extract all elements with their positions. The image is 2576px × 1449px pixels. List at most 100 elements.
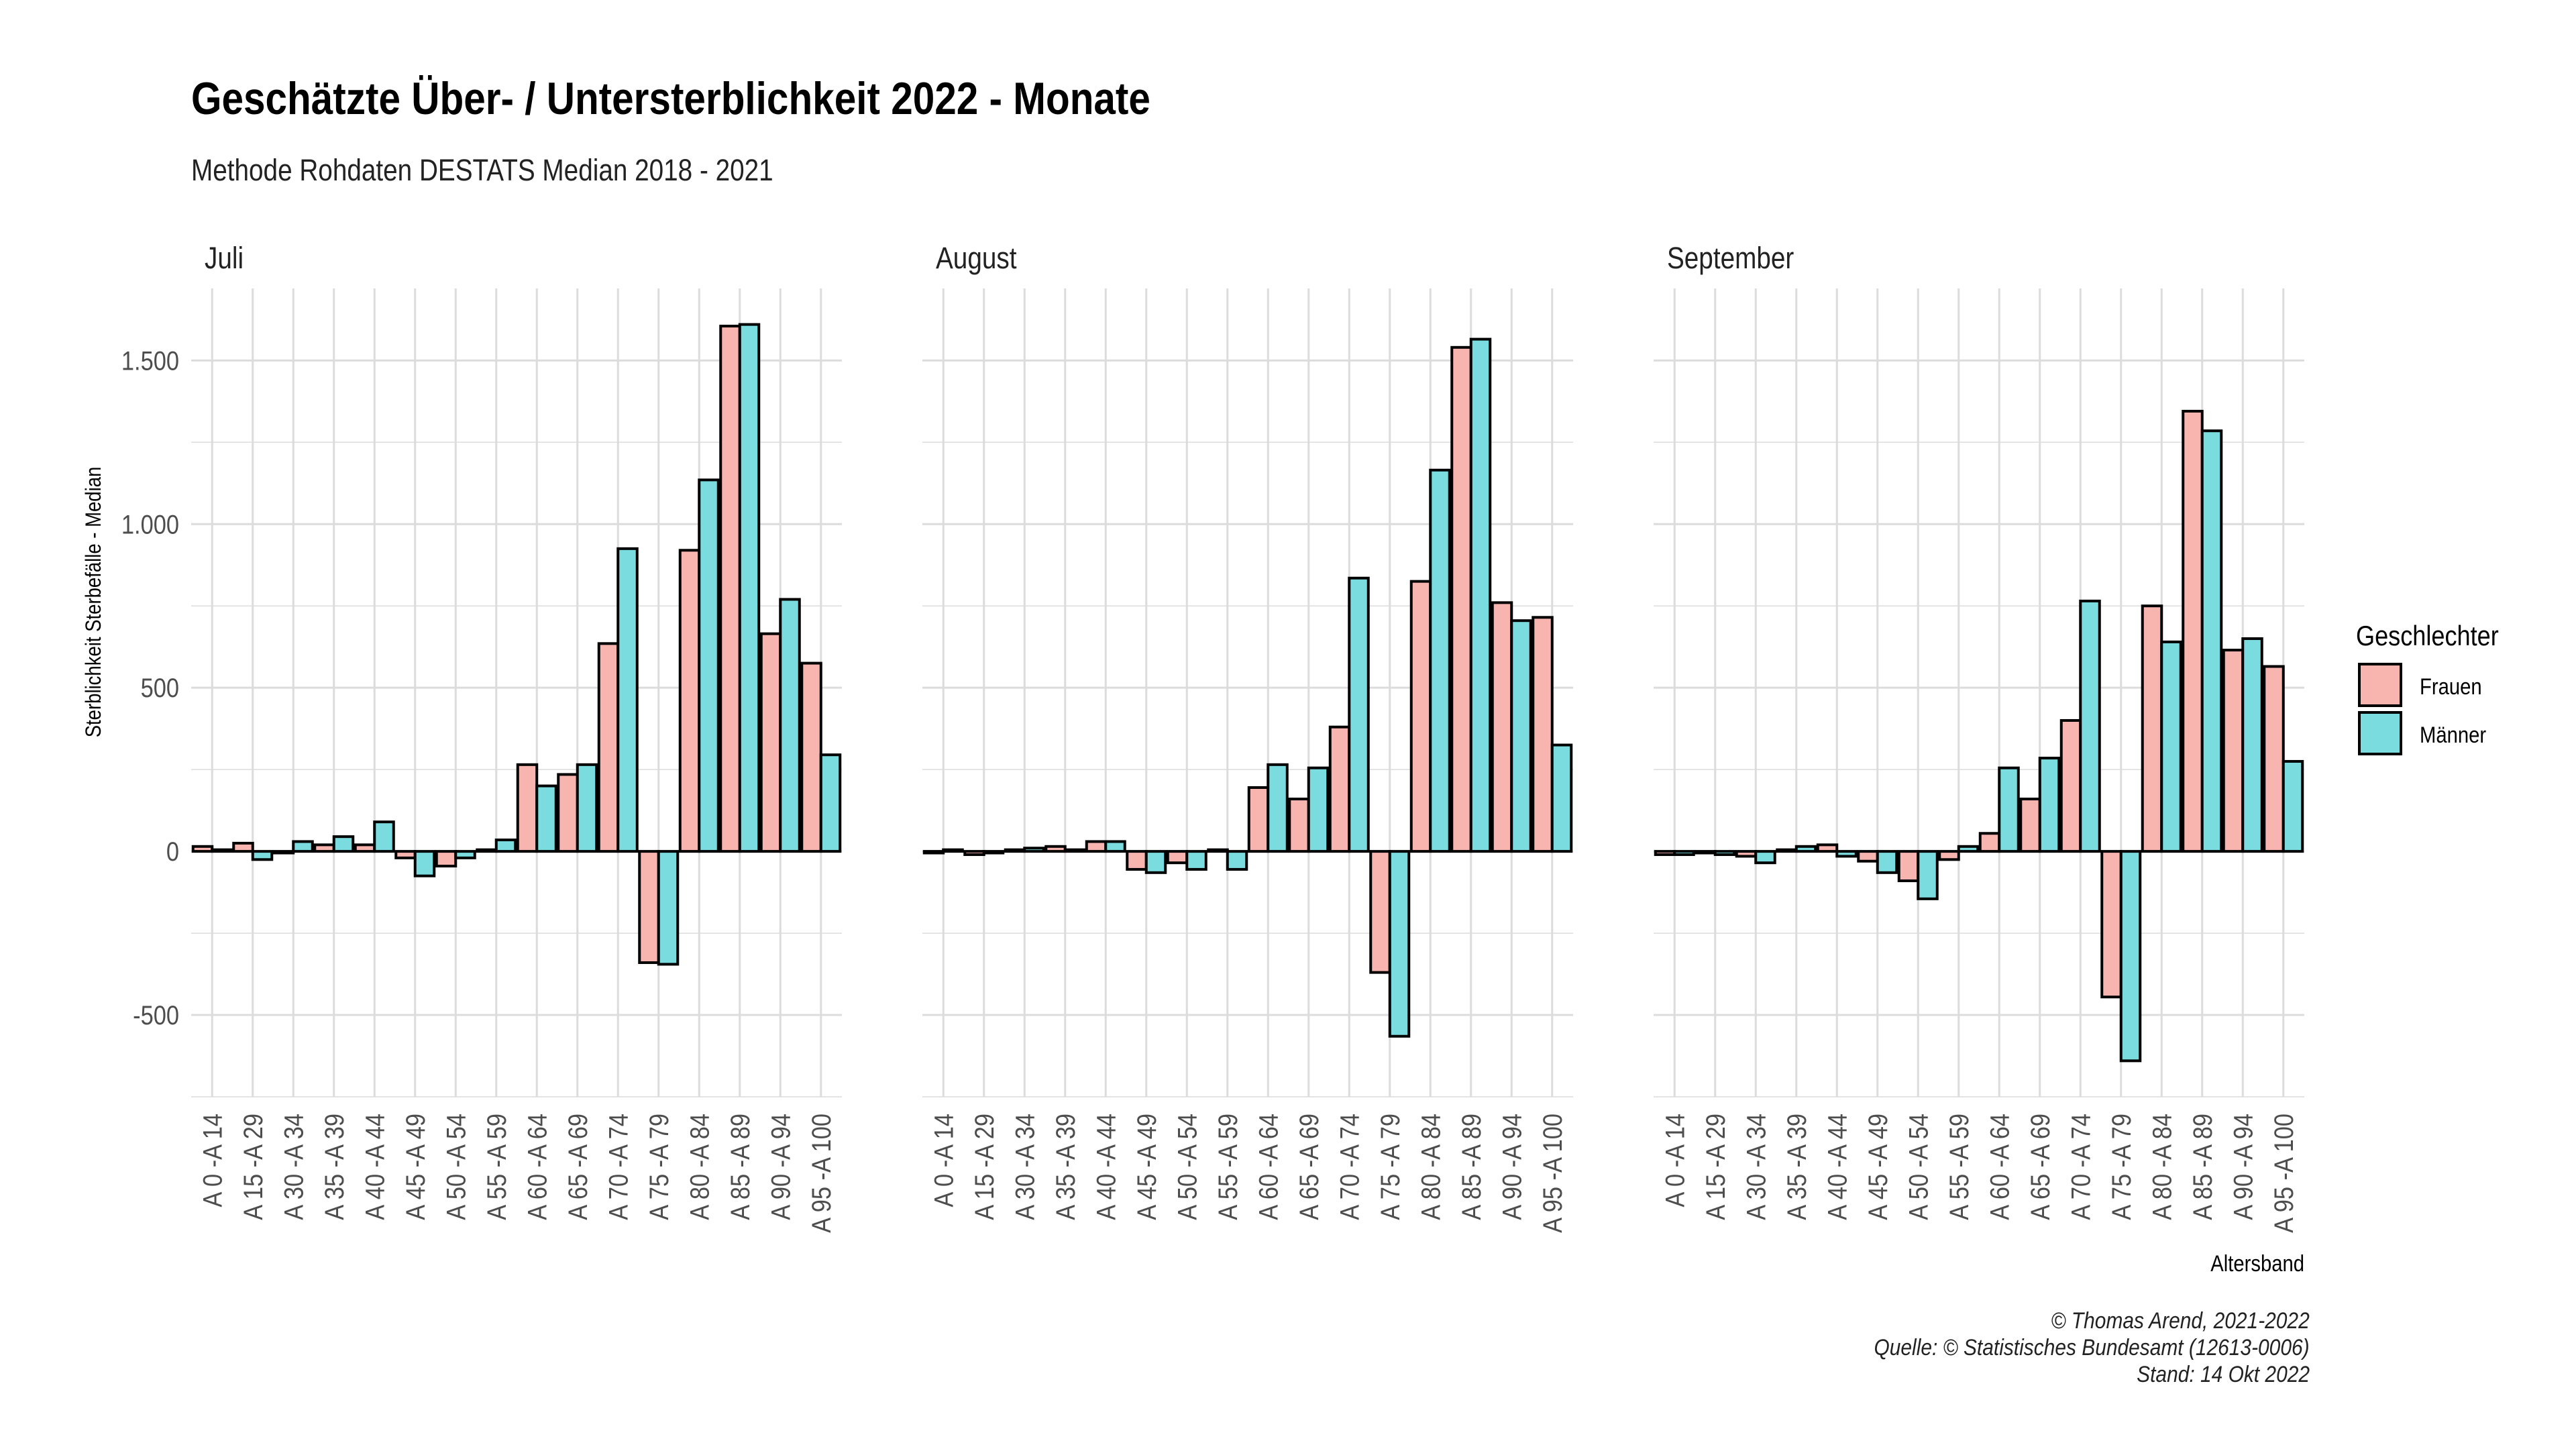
bar-maenner	[657, 850, 680, 966]
bar-maenner	[982, 850, 1005, 855]
bar-maenner	[211, 848, 233, 853]
x-tick-label: A 80 -A 84	[1415, 1114, 1446, 1220]
bar-frauen	[2182, 409, 2204, 853]
x-tick-label: A 75 -A 79	[643, 1114, 674, 1220]
bar-frauen	[1166, 850, 1189, 865]
bar-frauen	[678, 549, 701, 853]
x-tick-label: A 30 -A 34	[278, 1114, 309, 1220]
bar-frauen	[1776, 848, 1798, 853]
y-tick-label: 1.000	[121, 509, 179, 539]
bar-maenner	[2119, 850, 2142, 1063]
bar-frauen	[232, 841, 254, 853]
bar-maenner	[2241, 637, 2263, 853]
bar-frauen	[272, 850, 295, 855]
bar-maenner	[332, 835, 355, 853]
bar-frauen	[638, 850, 660, 964]
y-axis-title: Sterblichkeit Sterbefälle - Median	[82, 467, 105, 738]
bar-frauen	[1369, 850, 1391, 974]
x-tick-label: A 90 -A 94	[2228, 1114, 2258, 1220]
x-tick-label: A 80 -A 84	[2147, 1114, 2177, 1220]
y-tick-label: 1.500	[121, 345, 179, 376]
caption-author: © Thomas Arend, 2021-2022	[2051, 1308, 2310, 1334]
x-tick-label: A 45 -A 49	[400, 1114, 430, 1220]
bar-frauen	[759, 632, 782, 853]
x-tick-label: A 35 -A 39	[1050, 1114, 1080, 1220]
bar-frauen	[922, 850, 945, 855]
panel-juli: Juli -500 0 500 1.000 1.500 A 0 -A 14 A 15 -A 2…	[121, 241, 842, 1233]
bar-maenner	[819, 753, 842, 853]
x-tick-label: A 80 -A 84	[684, 1114, 714, 1220]
bar-frauen	[1695, 850, 1717, 855]
x-tick-label: A 40 -A 44	[1822, 1114, 1852, 1220]
bar-maenner	[698, 478, 720, 853]
bar-frauen	[1978, 832, 2001, 853]
y-tick-label: 0	[166, 837, 179, 867]
x-tick-label: A 0 -A 14	[1660, 1114, 1690, 1208]
x-tick-label: A 0 -A 14	[197, 1114, 227, 1208]
x-tick-label: A 15 -A 29	[969, 1114, 999, 1220]
x-axis-title: Altersband	[2210, 1250, 2304, 1277]
panel-label: September	[1667, 241, 1794, 274]
bar-frauen	[2059, 718, 2082, 853]
x-tick-label: A 45 -A 49	[1131, 1114, 1161, 1220]
x-tick-label: A 60 -A 64	[1984, 1114, 2015, 1220]
bar-maenner	[535, 784, 557, 853]
bar-frauen	[597, 642, 620, 853]
bar-maenner	[2079, 599, 2101, 853]
bar-maenner	[251, 850, 274, 861]
x-tick-label: A 60 -A 64	[1253, 1114, 1283, 1220]
bar-maenner	[1550, 743, 1573, 853]
x-tick-label: A 95 -A 100	[2268, 1114, 2298, 1233]
bar-maenner	[1754, 850, 1776, 865]
bar-frauen	[191, 845, 214, 853]
x-tick-label: A 70 -A 74	[603, 1114, 633, 1220]
bar-maenner	[2282, 759, 2304, 853]
x-tick-label: A 40 -A 44	[360, 1114, 390, 1220]
bar-frauen	[1288, 798, 1310, 853]
bar-frauen	[1857, 850, 1879, 863]
bar-maenner	[1876, 850, 1898, 874]
bar-maenner	[738, 323, 761, 853]
legend-swatch-maenner	[2358, 711, 2402, 755]
bar-frauen	[1044, 845, 1067, 853]
bar-frauen	[394, 850, 417, 859]
bar-frauen	[313, 843, 335, 853]
x-tick-label: A 55 -A 59	[1943, 1114, 1974, 1220]
bar-frauen	[1735, 850, 1758, 858]
bar-maenner	[1835, 850, 1858, 858]
bar-maenner	[1063, 848, 1086, 853]
bar-frauen	[1654, 850, 1676, 856]
bar-frauen	[516, 763, 539, 853]
bar-maenner	[1307, 766, 1330, 853]
bar-maenner	[1510, 619, 1532, 853]
x-tick-label: A 15 -A 29	[1700, 1114, 1730, 1220]
x-tick-label: A 90 -A 94	[765, 1114, 796, 1220]
x-tick-label: A 85 -A 89	[1456, 1114, 1486, 1220]
bar-frauen	[2263, 665, 2285, 853]
bar-maenner	[1185, 850, 1208, 871]
bar-maenner	[1469, 337, 1492, 853]
bar-frauen	[2141, 604, 2163, 853]
bar-frauen	[1938, 850, 1960, 861]
x-tick-label: A 70 -A 74	[2065, 1114, 2096, 1220]
bar-maenner	[1794, 845, 1817, 853]
bar-frauen	[1532, 616, 1554, 853]
x-tick-label: A 95 -A 100	[806, 1114, 836, 1233]
panel-august: August A 0 -A 14 A 15 -A 29 A 30 -A 34 A 35 …	[922, 241, 1573, 1233]
x-tick-label: A 60 -A 64	[522, 1114, 552, 1220]
x-tick-label: A 15 -A 29	[237, 1114, 268, 1220]
bar-frauen	[2222, 649, 2245, 853]
bar-frauen	[1816, 843, 1839, 853]
legend-title: Geschlechter	[2356, 621, 2499, 652]
bar-frauen	[1085, 840, 1108, 853]
bar-maenner	[1917, 850, 1939, 900]
bar-maenner	[1023, 847, 1045, 853]
bar-maenner	[1998, 766, 2020, 853]
chart-title: Geschätzte Über- / Untersterblichkeit 20…	[191, 73, 1150, 124]
bar-frauen	[1897, 850, 1920, 883]
bar-frauen	[1450, 345, 1472, 853]
bar-maenner	[779, 598, 801, 853]
caption-date: Stand: 14 Okt 2022	[2137, 1362, 2310, 1387]
bar-frauen	[963, 850, 985, 856]
bar-maenner	[1104, 840, 1126, 853]
